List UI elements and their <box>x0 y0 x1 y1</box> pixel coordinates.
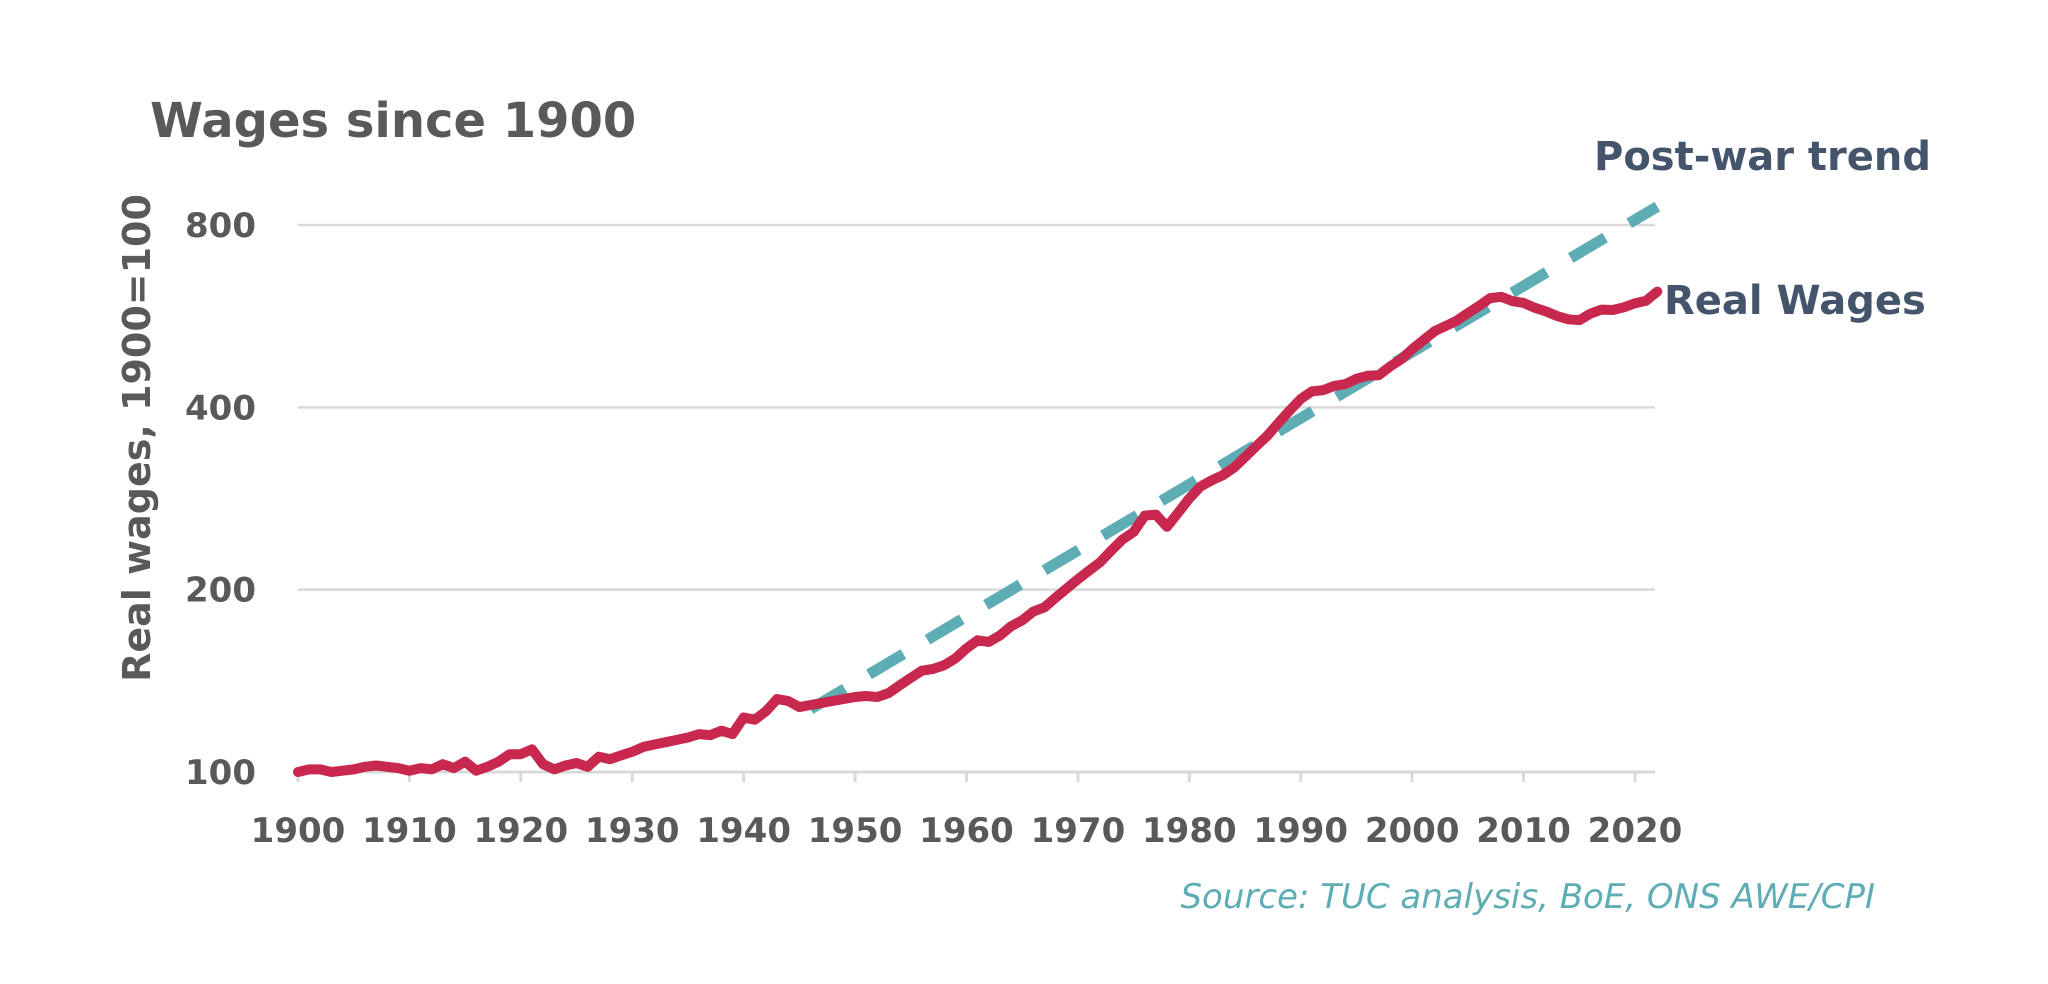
x-tick-2010: 2010 <box>1476 811 1571 851</box>
series-lines <box>293 201 1663 777</box>
series-label-real-wages: Real Wages <box>1664 278 1926 324</box>
y-tick-400: 400 <box>185 388 256 428</box>
y-axis-label: Real wages, 1900=100 <box>115 194 159 682</box>
series-label-post-war-trend: Post-war trend <box>1594 134 1931 180</box>
x-tick-2020: 2020 <box>1588 811 1683 851</box>
source-note: Source: TUC analysis, BoE, ONS AWE/CPI <box>1180 877 1875 917</box>
x-tick-1950: 1950 <box>808 811 903 851</box>
y-tick-800: 800 <box>185 206 256 246</box>
x-tick-1970: 1970 <box>1031 811 1126 851</box>
x-tick-1960: 1960 <box>919 811 1014 851</box>
series-line-post-war-trend <box>807 201 1661 714</box>
y-tick-200: 200 <box>185 571 256 611</box>
x-tick-1920: 1920 <box>474 811 569 851</box>
x-tick-1930: 1930 <box>585 811 680 851</box>
x-tick-labels: 1900 1910 1920 1930 1940 1950 1960 1970 1980 1990… <box>251 811 1683 851</box>
y-tick-labels: 100 200 400 800 <box>185 206 256 793</box>
y-tick-100: 100 <box>185 753 256 793</box>
gridlines <box>296 223 1655 782</box>
series-line-real-wages <box>293 286 1663 777</box>
x-tick-1910: 1910 <box>362 811 457 851</box>
chart-title: Wages since 1900 <box>150 93 636 149</box>
x-tick-1940: 1940 <box>696 811 791 851</box>
x-tick-1990: 1990 <box>1253 811 1348 851</box>
x-tick-1980: 1980 <box>1142 811 1237 851</box>
x-tick-2000: 2000 <box>1365 811 1460 851</box>
x-tick-1900: 1900 <box>251 811 346 851</box>
